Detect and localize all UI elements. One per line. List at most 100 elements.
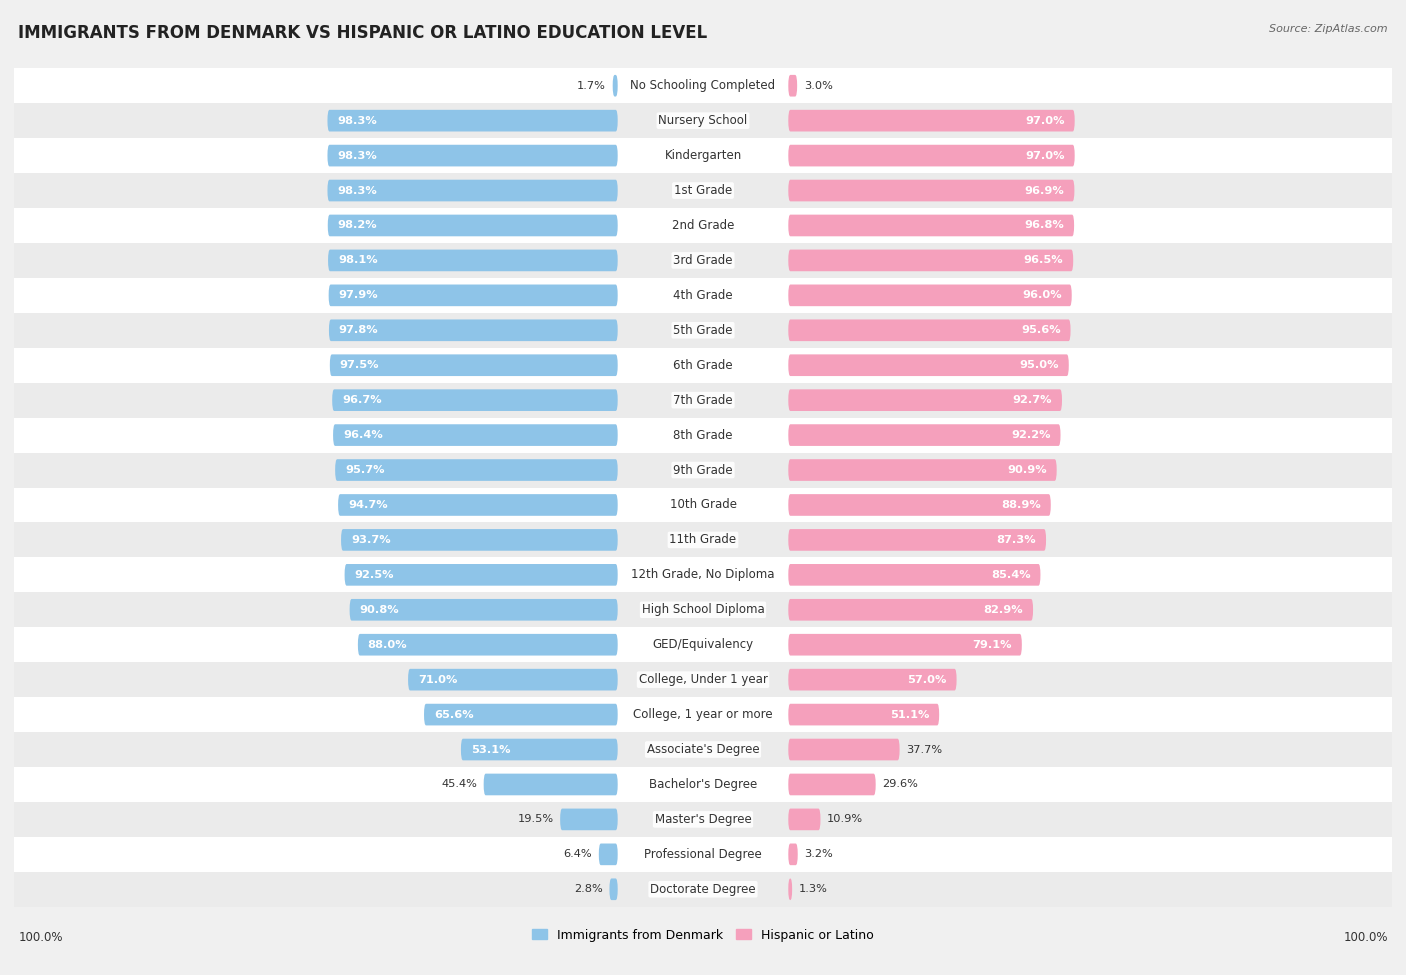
- FancyBboxPatch shape: [789, 110, 1074, 132]
- FancyBboxPatch shape: [328, 179, 617, 202]
- Text: College, Under 1 year: College, Under 1 year: [638, 673, 768, 686]
- Text: 96.8%: 96.8%: [1025, 220, 1064, 230]
- Bar: [14, 313, 1392, 348]
- Text: 57.0%: 57.0%: [907, 675, 946, 684]
- Bar: [14, 208, 1392, 243]
- FancyBboxPatch shape: [328, 250, 617, 271]
- Bar: [14, 68, 1392, 103]
- FancyBboxPatch shape: [789, 704, 939, 725]
- Text: 10.9%: 10.9%: [827, 814, 863, 825]
- Text: 93.7%: 93.7%: [352, 535, 391, 545]
- FancyBboxPatch shape: [789, 424, 1060, 446]
- Text: 1st Grade: 1st Grade: [673, 184, 733, 197]
- FancyBboxPatch shape: [350, 599, 617, 621]
- Text: 100.0%: 100.0%: [18, 931, 63, 945]
- FancyBboxPatch shape: [789, 843, 797, 865]
- FancyBboxPatch shape: [789, 669, 956, 690]
- Bar: [14, 627, 1392, 662]
- Text: Source: ZipAtlas.com: Source: ZipAtlas.com: [1270, 24, 1388, 34]
- Text: 96.9%: 96.9%: [1025, 185, 1064, 196]
- Bar: [14, 417, 1392, 452]
- Text: 29.6%: 29.6%: [882, 779, 918, 790]
- FancyBboxPatch shape: [789, 144, 1074, 167]
- Text: 98.3%: 98.3%: [337, 150, 377, 161]
- Bar: [14, 138, 1392, 174]
- Text: 96.4%: 96.4%: [343, 430, 382, 440]
- FancyBboxPatch shape: [328, 110, 617, 132]
- Text: 98.3%: 98.3%: [337, 185, 377, 196]
- FancyBboxPatch shape: [789, 389, 1062, 411]
- Text: 9th Grade: 9th Grade: [673, 463, 733, 477]
- FancyBboxPatch shape: [560, 808, 617, 831]
- Text: 100.0%: 100.0%: [1343, 931, 1388, 945]
- Text: 90.8%: 90.8%: [360, 604, 399, 615]
- Text: 97.8%: 97.8%: [339, 326, 378, 335]
- Bar: [14, 488, 1392, 523]
- FancyBboxPatch shape: [789, 773, 876, 796]
- Text: High School Diploma: High School Diploma: [641, 604, 765, 616]
- Text: 98.2%: 98.2%: [337, 220, 377, 230]
- Text: 97.0%: 97.0%: [1025, 150, 1064, 161]
- Text: 6th Grade: 6th Grade: [673, 359, 733, 371]
- Text: 79.1%: 79.1%: [973, 640, 1012, 649]
- Text: 92.7%: 92.7%: [1012, 395, 1052, 406]
- Text: 3.0%: 3.0%: [804, 81, 832, 91]
- Bar: [14, 452, 1392, 488]
- Bar: [14, 243, 1392, 278]
- Text: 88.0%: 88.0%: [368, 640, 408, 649]
- Bar: [14, 174, 1392, 208]
- FancyBboxPatch shape: [789, 214, 1074, 236]
- FancyBboxPatch shape: [789, 354, 1069, 376]
- Text: 97.5%: 97.5%: [340, 360, 380, 370]
- Text: 1.3%: 1.3%: [799, 884, 828, 894]
- FancyBboxPatch shape: [789, 599, 1033, 621]
- Text: 85.4%: 85.4%: [991, 569, 1031, 580]
- Text: Professional Degree: Professional Degree: [644, 848, 762, 861]
- FancyBboxPatch shape: [599, 843, 617, 865]
- Bar: [14, 767, 1392, 801]
- FancyBboxPatch shape: [328, 214, 617, 236]
- FancyBboxPatch shape: [335, 459, 617, 481]
- Text: 82.9%: 82.9%: [984, 604, 1024, 615]
- FancyBboxPatch shape: [789, 250, 1073, 271]
- Text: 98.1%: 98.1%: [337, 255, 378, 265]
- Text: 45.4%: 45.4%: [441, 779, 477, 790]
- Text: 95.6%: 95.6%: [1021, 326, 1060, 335]
- Text: 3rd Grade: 3rd Grade: [673, 254, 733, 267]
- FancyBboxPatch shape: [789, 564, 1040, 586]
- Text: 96.7%: 96.7%: [342, 395, 381, 406]
- Legend: Immigrants from Denmark, Hispanic or Latino: Immigrants from Denmark, Hispanic or Lat…: [527, 923, 879, 947]
- FancyBboxPatch shape: [789, 75, 797, 97]
- Text: Associate's Degree: Associate's Degree: [647, 743, 759, 756]
- FancyBboxPatch shape: [789, 320, 1070, 341]
- Text: 2nd Grade: 2nd Grade: [672, 219, 734, 232]
- Text: 92.5%: 92.5%: [354, 569, 394, 580]
- Bar: [14, 558, 1392, 593]
- FancyBboxPatch shape: [789, 459, 1057, 481]
- FancyBboxPatch shape: [789, 739, 900, 760]
- Text: 5th Grade: 5th Grade: [673, 324, 733, 336]
- FancyBboxPatch shape: [789, 878, 792, 900]
- FancyBboxPatch shape: [609, 878, 617, 900]
- Text: 90.9%: 90.9%: [1007, 465, 1047, 475]
- FancyBboxPatch shape: [332, 389, 617, 411]
- Text: 97.9%: 97.9%: [339, 291, 378, 300]
- FancyBboxPatch shape: [328, 144, 617, 167]
- FancyBboxPatch shape: [333, 424, 617, 446]
- FancyBboxPatch shape: [789, 494, 1050, 516]
- Text: Kindergarten: Kindergarten: [665, 149, 741, 162]
- Text: 87.3%: 87.3%: [997, 535, 1036, 545]
- FancyBboxPatch shape: [342, 529, 617, 551]
- FancyBboxPatch shape: [359, 634, 617, 655]
- FancyBboxPatch shape: [789, 285, 1071, 306]
- Text: 94.7%: 94.7%: [347, 500, 388, 510]
- Text: 92.2%: 92.2%: [1011, 430, 1050, 440]
- Text: 1.7%: 1.7%: [578, 81, 606, 91]
- Bar: [14, 103, 1392, 138]
- Bar: [14, 662, 1392, 697]
- Text: 51.1%: 51.1%: [890, 710, 929, 720]
- FancyBboxPatch shape: [337, 494, 617, 516]
- FancyBboxPatch shape: [329, 320, 617, 341]
- Text: 6.4%: 6.4%: [564, 849, 592, 859]
- FancyBboxPatch shape: [613, 75, 617, 97]
